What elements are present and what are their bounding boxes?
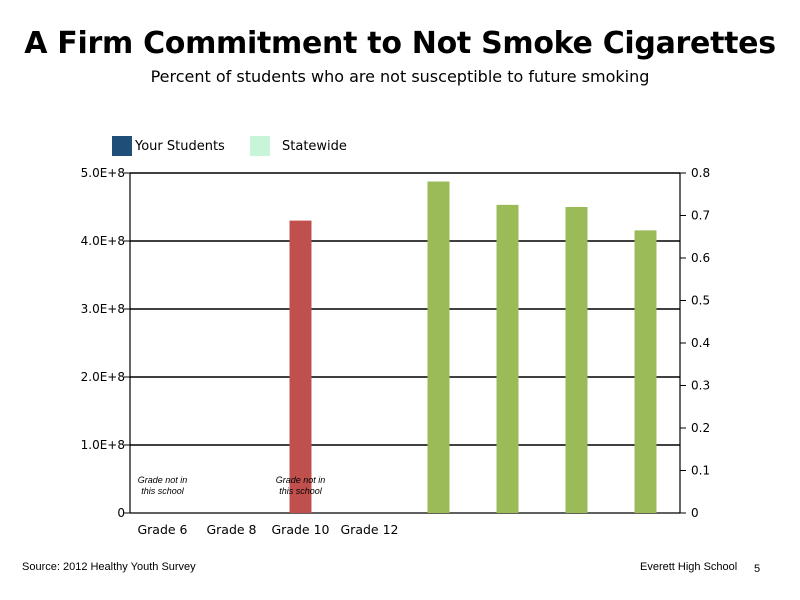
legend-item-your-students: Your Students xyxy=(112,136,225,156)
y-right-tick-label-8: 0.8 xyxy=(691,166,710,180)
y-right-tick-label-0: 0 xyxy=(691,506,699,520)
legend-swatch-statewide xyxy=(250,136,270,156)
annotation-1-line-0: Grade not in xyxy=(276,475,326,485)
y-right-tick-label-5: 0.5 xyxy=(691,294,710,308)
footer-source: Source: 2012 Healthy Youth Survey xyxy=(22,561,196,573)
chart-title: A Firm Commitment to Not Smoke Cigarette… xyxy=(24,26,776,61)
footer-school-name: Everett High School xyxy=(640,561,738,573)
bar-series-0-0 xyxy=(289,220,312,513)
chart-subtitle: Percent of students who are not suscepti… xyxy=(150,67,650,86)
legend-swatch-your-students xyxy=(112,136,132,156)
x-category-label-0: Grade 6 xyxy=(137,522,187,537)
y-left-tick-label-5: 5.0E+8 xyxy=(81,166,125,180)
y-left-tick-label-0: 0 xyxy=(117,506,125,520)
bar-series-1-2 xyxy=(565,207,588,513)
annotation-0-line-0: Grade not in xyxy=(138,475,188,485)
legend-label-statewide: Statewide xyxy=(282,138,347,154)
y-left-tick-label-2: 2.0E+8 xyxy=(81,370,125,384)
x-category-label-1: Grade 8 xyxy=(206,522,256,537)
y-left-tick-label-1: 1.0E+8 xyxy=(81,438,125,452)
x-category-label-2: Grade 10 xyxy=(272,522,330,537)
y-right-tick-label-1: 0.1 xyxy=(691,464,710,478)
annotation-1-line-1: this school xyxy=(279,486,323,496)
bar-series-1-3 xyxy=(634,230,657,513)
bar-series-1-1 xyxy=(496,204,519,513)
x-category-label-3: Grade 12 xyxy=(341,522,399,537)
y-right-tick-label-6: 0.6 xyxy=(691,251,710,265)
legend-label-your-students: Your Students xyxy=(135,138,225,154)
bar-series-1-0 xyxy=(427,181,450,513)
annotation-0-line-1: this school xyxy=(141,486,185,496)
y-right-tick-label-3: 0.3 xyxy=(691,379,710,393)
y-left-tick-label-4: 4.0E+8 xyxy=(81,234,125,248)
y-right-tick-label-7: 0.7 xyxy=(691,209,710,223)
y-right-tick-label-4: 0.4 xyxy=(691,336,710,350)
annotation-0: Grade not in this school xyxy=(138,475,188,496)
legend-item-statewide: Statewide xyxy=(250,136,347,156)
annotation-1: Grade not in this school xyxy=(276,475,326,496)
y-left-tick-label-3: 3.0E+8 xyxy=(81,302,125,316)
y-right-tick-label-2: 0.2 xyxy=(691,421,710,435)
page-number: 5 xyxy=(754,563,761,575)
